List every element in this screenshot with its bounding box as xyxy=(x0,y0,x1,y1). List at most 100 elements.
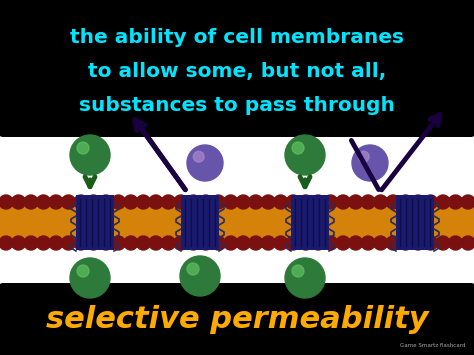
Circle shape xyxy=(161,236,175,250)
Circle shape xyxy=(24,236,38,250)
Circle shape xyxy=(211,195,225,209)
Circle shape xyxy=(149,236,163,250)
Circle shape xyxy=(424,236,438,250)
Circle shape xyxy=(149,195,163,209)
Circle shape xyxy=(70,135,110,175)
Circle shape xyxy=(436,236,450,250)
Circle shape xyxy=(111,195,126,209)
Bar xyxy=(0,197,474,248)
Circle shape xyxy=(186,236,201,250)
Circle shape xyxy=(324,195,337,209)
Circle shape xyxy=(36,195,50,209)
Circle shape xyxy=(461,236,474,250)
Circle shape xyxy=(286,236,300,250)
Circle shape xyxy=(249,195,263,209)
Circle shape xyxy=(161,195,175,209)
Circle shape xyxy=(374,195,388,209)
Circle shape xyxy=(70,258,110,298)
Circle shape xyxy=(137,236,150,250)
Circle shape xyxy=(62,195,75,209)
Circle shape xyxy=(99,195,113,209)
Circle shape xyxy=(292,265,304,277)
Circle shape xyxy=(348,236,363,250)
Circle shape xyxy=(11,236,26,250)
Circle shape xyxy=(193,151,204,162)
Circle shape xyxy=(124,195,138,209)
Circle shape xyxy=(0,236,13,250)
Circle shape xyxy=(236,236,250,250)
Circle shape xyxy=(311,195,325,209)
Circle shape xyxy=(448,236,463,250)
Circle shape xyxy=(77,142,89,154)
FancyBboxPatch shape xyxy=(0,0,474,137)
Circle shape xyxy=(11,195,26,209)
Bar xyxy=(291,195,329,250)
Circle shape xyxy=(187,263,199,275)
Circle shape xyxy=(187,145,223,181)
Circle shape xyxy=(174,195,188,209)
Circle shape xyxy=(348,195,363,209)
Circle shape xyxy=(286,195,300,209)
Circle shape xyxy=(99,236,113,250)
Circle shape xyxy=(285,258,325,298)
Circle shape xyxy=(174,236,188,250)
Circle shape xyxy=(299,236,313,250)
Circle shape xyxy=(74,195,88,209)
Circle shape xyxy=(399,236,412,250)
Circle shape xyxy=(211,236,225,250)
Bar xyxy=(76,195,114,250)
Circle shape xyxy=(137,195,150,209)
Circle shape xyxy=(49,195,63,209)
Text: selective permeability: selective permeability xyxy=(46,306,428,334)
Text: to allow some, but not all,: to allow some, but not all, xyxy=(88,62,386,81)
Text: substances to pass through: substances to pass through xyxy=(79,96,395,115)
Circle shape xyxy=(336,236,350,250)
Bar xyxy=(181,195,219,250)
Bar xyxy=(396,195,434,250)
Circle shape xyxy=(411,195,425,209)
Circle shape xyxy=(386,236,400,250)
Circle shape xyxy=(199,236,213,250)
Circle shape xyxy=(36,236,50,250)
Text: the ability of cell membranes: the ability of cell membranes xyxy=(70,28,404,47)
Circle shape xyxy=(292,142,304,154)
Circle shape xyxy=(461,195,474,209)
Text: Game Smartz flashcard: Game Smartz flashcard xyxy=(400,343,465,348)
Circle shape xyxy=(224,236,238,250)
Circle shape xyxy=(49,236,63,250)
Circle shape xyxy=(62,236,75,250)
Circle shape xyxy=(180,256,220,296)
Circle shape xyxy=(273,236,288,250)
Circle shape xyxy=(361,236,375,250)
Circle shape xyxy=(77,265,89,277)
Circle shape xyxy=(424,195,438,209)
Circle shape xyxy=(374,236,388,250)
Circle shape xyxy=(411,236,425,250)
Circle shape xyxy=(399,195,412,209)
Circle shape xyxy=(74,236,88,250)
Circle shape xyxy=(448,195,463,209)
Circle shape xyxy=(186,195,201,209)
Circle shape xyxy=(86,195,100,209)
Circle shape xyxy=(336,195,350,209)
Circle shape xyxy=(273,195,288,209)
Circle shape xyxy=(0,195,13,209)
Circle shape xyxy=(261,195,275,209)
Circle shape xyxy=(361,195,375,209)
Circle shape xyxy=(224,195,238,209)
Circle shape xyxy=(311,236,325,250)
Circle shape xyxy=(386,195,400,209)
Circle shape xyxy=(261,236,275,250)
Circle shape xyxy=(285,135,325,175)
Circle shape xyxy=(299,195,313,209)
Circle shape xyxy=(111,236,126,250)
Circle shape xyxy=(358,151,369,162)
Circle shape xyxy=(199,195,213,209)
Circle shape xyxy=(436,195,450,209)
Circle shape xyxy=(352,145,388,181)
Circle shape xyxy=(324,236,337,250)
Circle shape xyxy=(236,195,250,209)
Circle shape xyxy=(249,236,263,250)
Circle shape xyxy=(124,236,138,250)
Circle shape xyxy=(86,236,100,250)
